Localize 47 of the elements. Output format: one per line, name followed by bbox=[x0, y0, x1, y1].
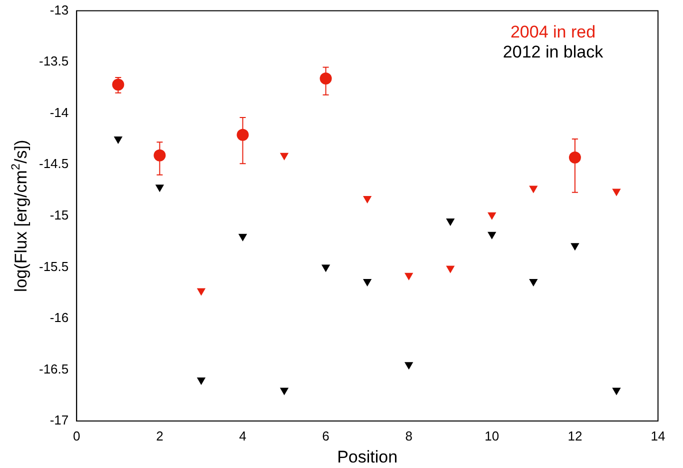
x-tick-label: 6 bbox=[322, 428, 330, 444]
point bbox=[529, 279, 538, 287]
point bbox=[612, 188, 621, 196]
x-tick-label: 0 bbox=[73, 428, 80, 444]
point bbox=[280, 152, 289, 160]
y-tick-label: -13 bbox=[50, 2, 69, 18]
point bbox=[362, 279, 372, 287]
point bbox=[154, 149, 166, 162]
y-tick-label: -16.5 bbox=[38, 361, 69, 376]
point bbox=[320, 72, 332, 84]
x-tick-label: 2 bbox=[156, 428, 164, 444]
point bbox=[114, 136, 122, 144]
y-tick-label: -14.5 bbox=[38, 156, 69, 172]
y-tick-label: -15.5 bbox=[38, 258, 69, 274]
point bbox=[362, 196, 372, 204]
y-tick-label: -16 bbox=[50, 310, 69, 326]
point bbox=[612, 388, 621, 396]
point bbox=[446, 266, 455, 274]
point bbox=[196, 288, 206, 296]
point bbox=[446, 218, 455, 226]
x-tick-label: 10 bbox=[484, 428, 500, 444]
text: 2004 in red bbox=[510, 22, 596, 42]
y-tick-label: -14 bbox=[50, 104, 69, 120]
y-tick-label: -15 bbox=[50, 207, 69, 222]
x-tick-label: 8 bbox=[405, 428, 412, 444]
point bbox=[236, 128, 249, 141]
y-tick-label: -17 bbox=[50, 412, 69, 428]
point bbox=[238, 234, 248, 242]
point bbox=[280, 388, 289, 396]
x-tick-label: 14 bbox=[650, 428, 666, 444]
y-tick-label: -13.5 bbox=[38, 54, 69, 69]
x-axis-title: Position bbox=[337, 447, 398, 466]
point bbox=[488, 232, 496, 240]
point bbox=[570, 243, 580, 251]
point bbox=[196, 377, 206, 385]
x-tick-label: 4 bbox=[239, 428, 246, 444]
point bbox=[321, 264, 330, 272]
point bbox=[488, 212, 496, 220]
point bbox=[529, 186, 538, 194]
text: 2012 in black bbox=[502, 42, 604, 62]
y-axis-title: log(Flux [erg/cm2/s]) bbox=[8, 140, 31, 292]
point bbox=[155, 184, 164, 192]
point bbox=[404, 362, 414, 370]
point bbox=[112, 78, 124, 91]
point bbox=[404, 272, 414, 280]
x-tick-label: 12 bbox=[568, 428, 582, 444]
point bbox=[568, 151, 581, 164]
